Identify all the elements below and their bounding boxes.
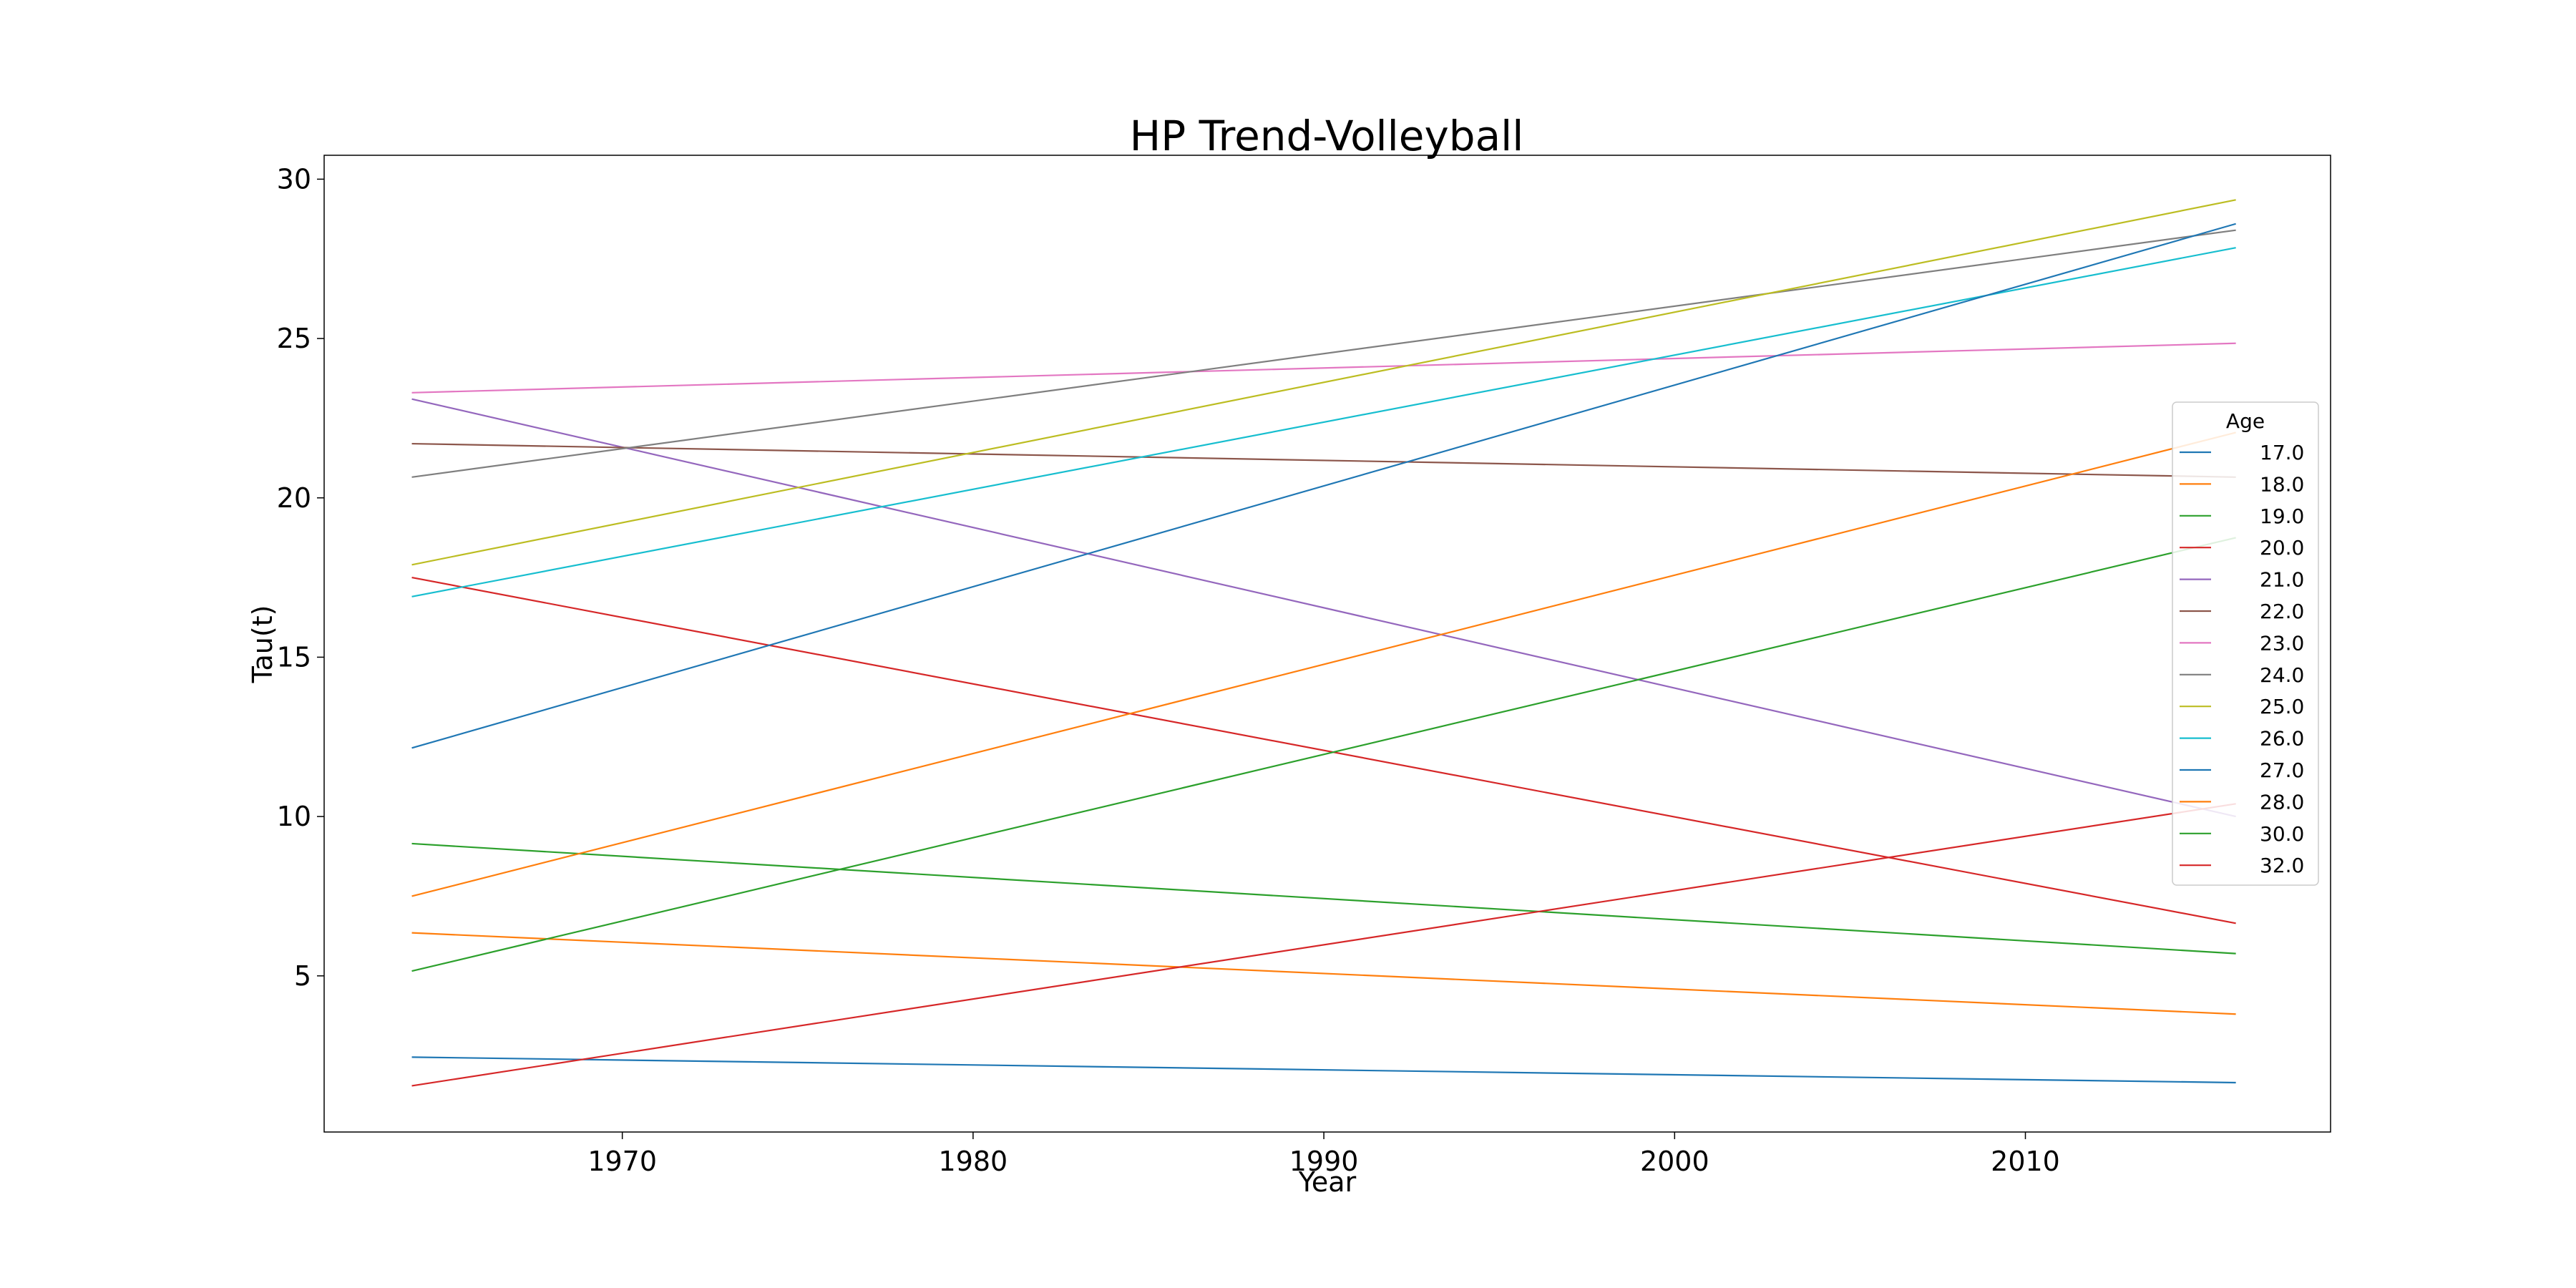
y-tick-label: 15 <box>277 641 311 673</box>
chart-title: HP Trend-Volleyball <box>1130 112 1524 160</box>
series-line-27-0 <box>411 223 2236 749</box>
series-line-22-0 <box>411 442 2236 478</box>
plot-frame <box>323 155 2331 1133</box>
legend-label: 30.0 <box>2260 822 2304 846</box>
legend-label: 17.0 <box>2260 441 2304 464</box>
legend-title: Age <box>2226 409 2265 433</box>
y-axis-label: Tau(t) <box>247 605 278 684</box>
y-tick-label: 20 <box>277 482 311 514</box>
y-axis: 5 10 15 20 25 30 <box>277 163 324 992</box>
legend-label: 22.0 <box>2260 600 2304 623</box>
legend-label: 18.0 <box>2260 472 2304 496</box>
series-line-32-0 <box>411 803 2236 1087</box>
series-layer <box>411 199 2236 1087</box>
series-line-24-0 <box>411 229 2236 478</box>
series-line-28-0 <box>411 431 2236 897</box>
x-tick-label: 2010 <box>1991 1146 2060 1177</box>
y-tick-label: 10 <box>277 801 311 832</box>
y-tick-label: 5 <box>294 960 311 992</box>
legend-label: 21.0 <box>2260 568 2304 592</box>
y-tick-label: 30 <box>277 163 311 195</box>
series-line-21-0 <box>411 398 2236 818</box>
x-tick-label: 1990 <box>1289 1146 1359 1177</box>
legend-label: 27.0 <box>2260 758 2304 782</box>
series-line-18-0 <box>411 932 2236 1015</box>
series-line-23-0 <box>411 342 2236 394</box>
legend: Age 17.0 18.0 19.0 20.0 21.0 22.0 23.0 24.0 25.0… <box>2172 401 2319 886</box>
legend-label: 26.0 <box>2260 727 2304 751</box>
y-tick-label: 25 <box>277 323 311 354</box>
legend-label: 23.0 <box>2260 631 2304 655</box>
legend-label: 20.0 <box>2260 536 2304 560</box>
legend-box <box>2172 401 2319 886</box>
x-axis-label: Year <box>1298 1166 1357 1198</box>
series-line-20-0 <box>411 577 2236 924</box>
legend-label: 32.0 <box>2260 854 2304 877</box>
x-axis: 1970 1980 1990 2000 2010 <box>587 1132 2060 1177</box>
legend-label: 25.0 <box>2260 695 2304 718</box>
series-line-26-0 <box>411 247 2236 597</box>
legend-label: 24.0 <box>2260 663 2304 687</box>
series-line-25-0 <box>411 199 2236 566</box>
x-tick-label: 2000 <box>1640 1146 1709 1177</box>
series-line-30-0 <box>411 537 2236 972</box>
series-line-19-0 <box>411 842 2236 955</box>
legend-label: 19.0 <box>2260 504 2304 528</box>
series-line-17-0 <box>411 1056 2236 1084</box>
x-tick-label: 1980 <box>939 1146 1008 1177</box>
x-tick-label: 1970 <box>587 1146 657 1177</box>
legend-label: 28.0 <box>2260 790 2304 814</box>
